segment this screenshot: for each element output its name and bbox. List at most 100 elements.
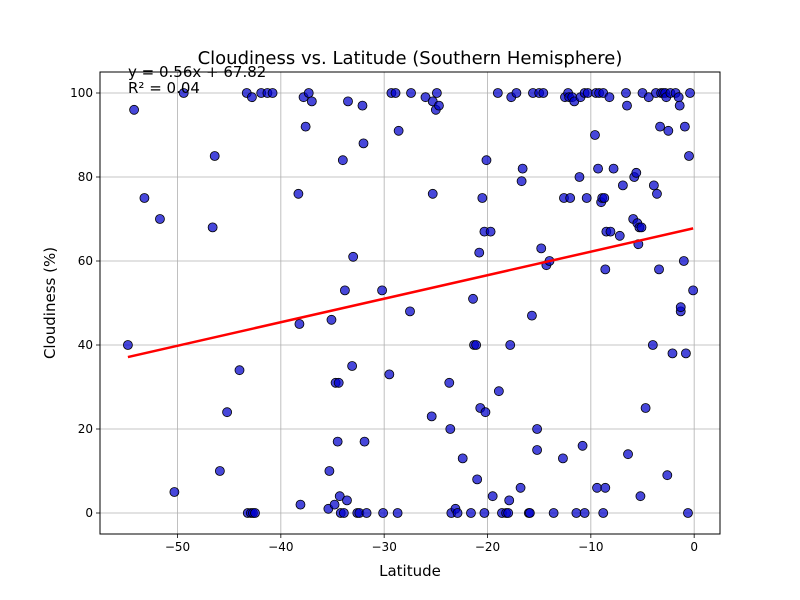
data-point — [293, 188, 304, 199]
data-point — [358, 138, 369, 149]
y-tick-label: 80 — [78, 170, 93, 184]
data-point — [577, 440, 588, 451]
data-point — [420, 92, 431, 103]
data-point — [590, 130, 600, 140]
data-point — [348, 251, 359, 262]
data-point — [468, 293, 478, 304]
data-point — [643, 92, 654, 103]
data-point — [599, 193, 610, 203]
data-point — [673, 92, 684, 103]
data-point — [300, 121, 311, 132]
data-point — [333, 377, 344, 388]
x-axis-label: Latitude — [379, 562, 441, 580]
data-point — [234, 365, 245, 376]
data-point — [492, 88, 503, 98]
data-point — [579, 508, 590, 518]
data-point — [295, 499, 306, 510]
y-tick-label: 100 — [70, 86, 93, 100]
data-point — [444, 377, 455, 388]
data-point — [357, 100, 368, 111]
data-point — [593, 163, 603, 174]
data-point — [663, 125, 674, 136]
data-point — [390, 88, 401, 98]
regression-line — [127, 227, 694, 359]
x-tick-label: 0 — [690, 540, 698, 554]
x-tick-label: −40 — [268, 540, 293, 554]
data-point — [635, 491, 646, 502]
data-point — [485, 226, 496, 237]
grid — [100, 72, 720, 534]
data-point — [306, 96, 317, 107]
data-point — [359, 436, 370, 447]
data-point — [683, 508, 693, 518]
y-tick-label: 40 — [78, 338, 93, 352]
data-point — [685, 88, 695, 98]
data-point — [571, 508, 582, 518]
data-point — [622, 100, 632, 111]
data-point — [667, 348, 678, 359]
data-point — [471, 340, 482, 350]
data-point — [303, 88, 314, 98]
regression-equation: y = 0.56x + 67.82 — [128, 63, 266, 81]
data-point — [631, 167, 642, 178]
data-point — [536, 243, 547, 254]
data-point — [600, 482, 611, 493]
data-point — [517, 163, 528, 174]
data-point — [582, 88, 593, 98]
data-point — [139, 193, 150, 203]
data-point — [493, 386, 504, 397]
data-point — [604, 92, 615, 103]
data-point — [511, 88, 522, 98]
data-point — [434, 100, 444, 111]
data-point — [214, 466, 225, 476]
data-point — [457, 453, 468, 464]
data-point — [548, 508, 559, 518]
data-point — [474, 247, 485, 258]
data-point — [332, 436, 343, 447]
data-point — [339, 285, 350, 296]
data-point — [636, 222, 647, 233]
data-point — [334, 491, 345, 502]
data-point — [207, 222, 218, 233]
data-point — [246, 92, 257, 103]
x-tick-label: −20 — [475, 540, 500, 554]
data-point — [605, 226, 616, 237]
data-point — [558, 453, 568, 464]
data-point — [123, 340, 133, 350]
data-point — [337, 155, 348, 166]
y-tick-label: 20 — [78, 422, 93, 436]
data-point — [129, 104, 140, 115]
data-point — [623, 449, 633, 460]
data-point — [675, 302, 686, 313]
data-point — [329, 499, 340, 510]
data-point — [466, 508, 476, 518]
regression-r-squared: R² = 0.04 — [128, 79, 200, 97]
data-point — [222, 407, 233, 418]
data-point — [654, 264, 664, 275]
data-point — [598, 508, 609, 518]
data-point — [614, 230, 625, 241]
data-point — [592, 482, 602, 493]
data-point — [684, 151, 694, 161]
data-point — [678, 256, 689, 266]
data-point — [688, 285, 699, 296]
chart-title: Cloudiness vs. Latitude (Southern Hemisp… — [198, 48, 623, 69]
data-point — [155, 214, 165, 224]
data-point — [392, 508, 403, 518]
data-point — [532, 424, 542, 434]
y-axis-label: Cloudiness (%) — [41, 247, 59, 359]
data-point — [679, 121, 690, 132]
data-point — [377, 285, 388, 296]
data-point — [326, 314, 337, 325]
data-point — [178, 88, 189, 98]
data-point — [674, 100, 685, 111]
data-point — [640, 403, 651, 413]
x-tick-label: −50 — [165, 540, 190, 554]
data-point — [378, 508, 389, 518]
data-point — [538, 88, 549, 98]
plot-area-frame — [99, 71, 721, 535]
data-point — [504, 495, 515, 506]
data-point — [647, 340, 658, 350]
data-point — [481, 155, 492, 166]
